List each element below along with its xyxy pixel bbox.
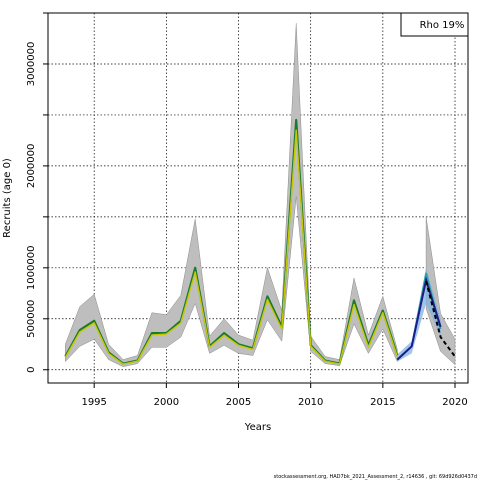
legend: Rho 19% <box>400 12 469 37</box>
confidence-band <box>65 23 398 367</box>
x-tick-label: 2000 <box>154 397 179 408</box>
x-tick-label: 2005 <box>226 397 251 408</box>
legend-label: Rho 19% <box>420 20 465 31</box>
series-lines <box>64 118 456 365</box>
series-line-2 <box>64 129 398 365</box>
x-axis-title: Years <box>244 422 271 433</box>
y-tick-label: 0 <box>26 367 37 373</box>
y-tick-label: 1000000 <box>26 246 37 291</box>
projection-line <box>425 280 456 358</box>
x-tick-label: 2010 <box>298 397 323 408</box>
x-axis: 1995 2000 2005 2010 2015 2020 <box>81 383 468 408</box>
projection-band <box>425 216 456 366</box>
y-axis: 0 500000 1000000 2000000 3000000 <box>26 12 48 373</box>
x-tick-label: 1995 <box>81 397 106 408</box>
confidence-bands <box>65 23 456 367</box>
y-tick-label: 2000000 <box>26 144 37 189</box>
plot-frame <box>47 12 469 384</box>
x-tick-label: 2015 <box>370 397 395 408</box>
y-axis-title: Recruits (age 0) <box>2 158 13 238</box>
legend-box <box>400 12 469 37</box>
y-tick-label: 3000000 <box>26 42 37 87</box>
footer-caption: stockassessment.org, HAD7bk_2021_Assessm… <box>274 474 477 480</box>
x-tick-label: 2020 <box>442 397 467 408</box>
y-tick-label: 500000 <box>26 300 37 338</box>
retro-line-navy <box>396 276 442 361</box>
